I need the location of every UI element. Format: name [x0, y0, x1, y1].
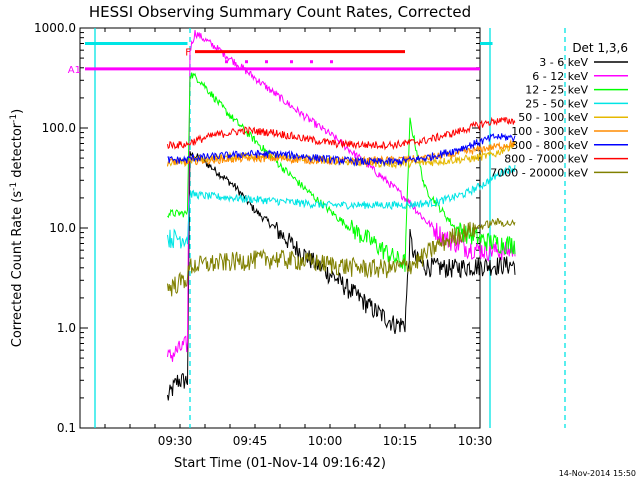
legend-label: 50 - 100 keV — [518, 111, 588, 124]
legend-label: 7000 - 20000 keV — [490, 166, 588, 179]
x-axis-label: Start Time (01-Nov-14 09:16:42) — [174, 456, 386, 471]
attenuator-lines — [94, 28, 566, 428]
legend-label: 300 - 800 keV — [511, 139, 588, 152]
legend-label: 6 - 12 keV — [532, 70, 588, 83]
y-axis-label: Corrected Count Rate (s-1 detector-1) — [9, 109, 25, 347]
y-axis-label-sup2: -1 — [9, 114, 19, 123]
series-line — [167, 72, 516, 272]
legend-label: 100 - 300 keV — [511, 125, 588, 138]
y-tick-labels: 0.1 1.0 10.0 100.0 1000.0 — [34, 21, 76, 435]
y-tick-label: 100.0 — [42, 121, 76, 135]
x-tick-label: 09:45 — [233, 434, 268, 448]
footer-date: 14-Nov-2014 15:50 — [559, 469, 636, 478]
y-tick-label: 10.0 — [49, 221, 76, 235]
axis-ticks — [79, 28, 481, 429]
x-tick-label: 10:30 — [458, 434, 493, 448]
legend-label: 25 - 50 keV — [525, 97, 588, 110]
y-tick-label: 1.0 — [57, 321, 76, 335]
chart-title: HESSI Observing Summary Count Rates, Cor… — [89, 3, 471, 21]
x-tick-labels: 09:30 09:45 10:00 10:15 10:30 — [158, 434, 493, 448]
series-line — [167, 164, 516, 249]
flag-label: A1 — [68, 65, 81, 76]
legend-title: Det 1,3,6 — [572, 41, 628, 55]
series-lines — [167, 30, 516, 401]
y-axis-label-mid: detector — [10, 122, 25, 182]
y-axis-label-end: ) — [10, 109, 25, 114]
legend-label: 3 - 6 keV — [539, 56, 588, 69]
legend-label: 12 - 25 keV — [525, 84, 588, 97]
series-line — [167, 133, 516, 168]
flag-label: F — [185, 48, 191, 59]
y-axis-label-sup1: -1 — [9, 182, 19, 191]
x-tick-label: 10:00 — [308, 434, 343, 448]
series-line — [167, 116, 516, 151]
x-tick-label: 10:15 — [383, 434, 418, 448]
y-tick-label: 1000.0 — [34, 21, 76, 35]
series-line — [167, 217, 516, 297]
legend-label: 800 - 7000 keV — [504, 153, 588, 166]
series-line — [167, 151, 516, 401]
x-tick-label: 09:30 — [158, 434, 193, 448]
flag-bars: F A1 — [68, 41, 493, 76]
y-axis-label-main: Corrected Count Rate (s — [10, 191, 25, 348]
y-tick-label: 0.1 — [57, 421, 76, 435]
